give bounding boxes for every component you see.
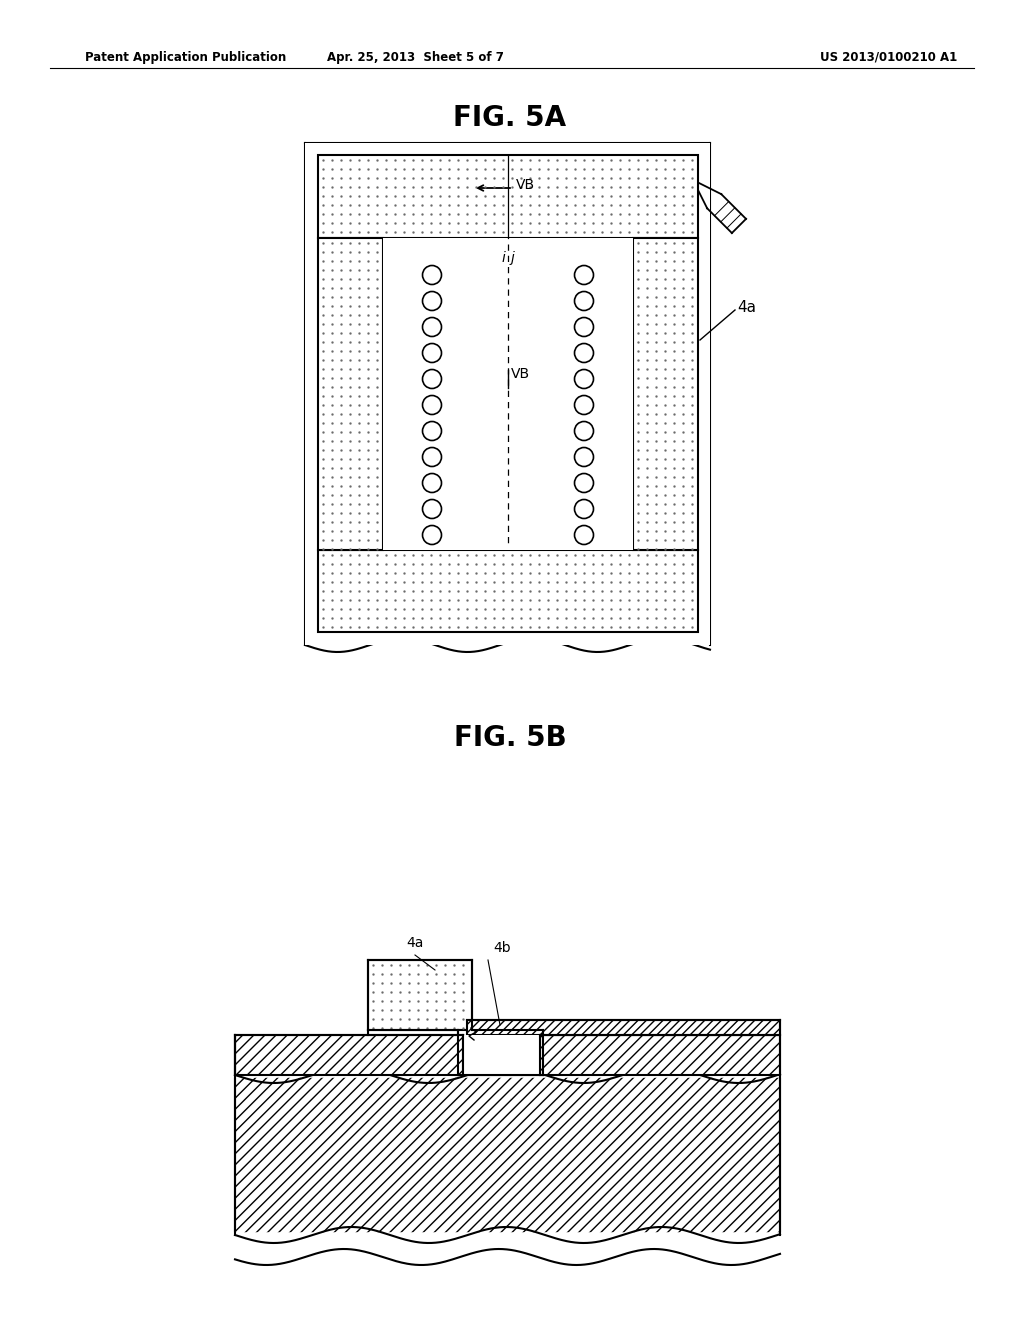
Text: US 2013/0100210 A1: US 2013/0100210 A1 <box>820 50 957 63</box>
Circle shape <box>423 292 441 310</box>
Bar <box>467 1020 780 1035</box>
Circle shape <box>574 447 594 466</box>
Circle shape <box>574 474 594 492</box>
Circle shape <box>574 370 594 388</box>
Circle shape <box>423 421 441 441</box>
Circle shape <box>574 525 594 544</box>
Bar <box>318 154 698 238</box>
Circle shape <box>423 265 441 285</box>
Circle shape <box>423 474 441 492</box>
Circle shape <box>423 525 441 544</box>
Bar <box>318 550 698 632</box>
Circle shape <box>574 292 594 310</box>
Text: FIG. 5B: FIG. 5B <box>454 723 566 752</box>
Bar <box>234 1074 780 1236</box>
Circle shape <box>423 447 441 466</box>
Circle shape <box>574 396 594 414</box>
Bar <box>463 1035 540 1074</box>
Text: i: i <box>501 251 505 265</box>
Bar <box>305 143 710 645</box>
Circle shape <box>423 318 441 337</box>
Circle shape <box>574 318 594 337</box>
Circle shape <box>574 343 594 363</box>
Circle shape <box>423 370 441 388</box>
Text: Patent Application Publication: Patent Application Publication <box>85 50 287 63</box>
Circle shape <box>574 421 594 441</box>
Circle shape <box>423 343 441 363</box>
Text: VB: VB <box>516 178 536 191</box>
Bar <box>458 1030 543 1074</box>
Bar <box>540 1035 780 1074</box>
Bar <box>383 238 633 550</box>
Text: VB: VB <box>511 367 530 381</box>
Circle shape <box>423 396 441 414</box>
Bar <box>633 238 698 550</box>
Text: j: j <box>511 251 515 265</box>
Circle shape <box>423 499 441 519</box>
Circle shape <box>574 499 594 519</box>
Bar <box>318 238 383 550</box>
Text: 4b: 4b <box>493 941 511 954</box>
Text: 4a: 4a <box>407 936 424 950</box>
Text: 4a: 4a <box>737 301 756 315</box>
Bar <box>234 1035 463 1074</box>
Bar <box>463 1035 540 1074</box>
Text: FIG. 5A: FIG. 5A <box>454 104 566 132</box>
Circle shape <box>574 265 594 285</box>
Bar <box>368 960 472 1030</box>
Text: Apr. 25, 2013  Sheet 5 of 7: Apr. 25, 2013 Sheet 5 of 7 <box>327 50 504 63</box>
